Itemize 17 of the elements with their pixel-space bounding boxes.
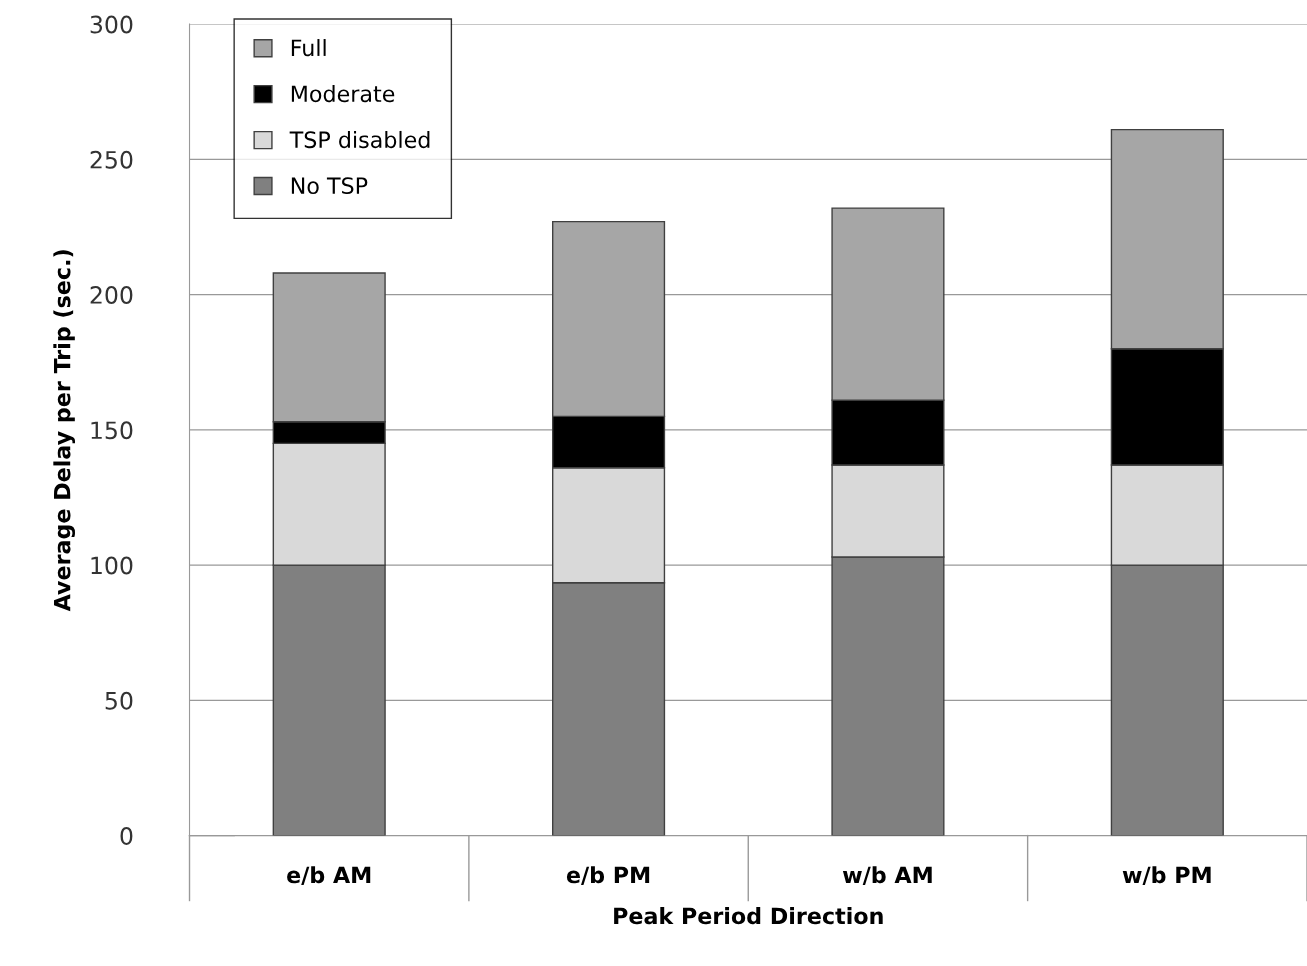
legend-label: TSP disabled bbox=[289, 130, 430, 149]
x-tick-label: w/b AM bbox=[842, 866, 932, 886]
x-axis-title: Peak Period Direction bbox=[614, 907, 883, 925]
y-tick-label: 100 bbox=[91, 556, 133, 575]
y-tick-label: 50 bbox=[105, 691, 133, 710]
x-tick-label: w/b PM bbox=[1122, 866, 1211, 886]
y-tick-label: 300 bbox=[90, 15, 133, 34]
y-tick-label: 250 bbox=[90, 150, 133, 169]
y-tick-label: 0 bbox=[120, 827, 133, 845]
x-tick-label: e/b PM bbox=[566, 866, 650, 886]
y-axis-title: Average Delay per Trip (sec.) bbox=[53, 250, 75, 612]
y-tick-label: 150 bbox=[91, 421, 133, 440]
legend-label: Full bbox=[291, 39, 326, 57]
x-tick-label: e/b AM bbox=[287, 866, 371, 886]
legend-label: No TSP bbox=[291, 177, 368, 195]
y-tick-label: 200 bbox=[90, 286, 133, 304]
legend-label: Moderate bbox=[291, 84, 395, 103]
